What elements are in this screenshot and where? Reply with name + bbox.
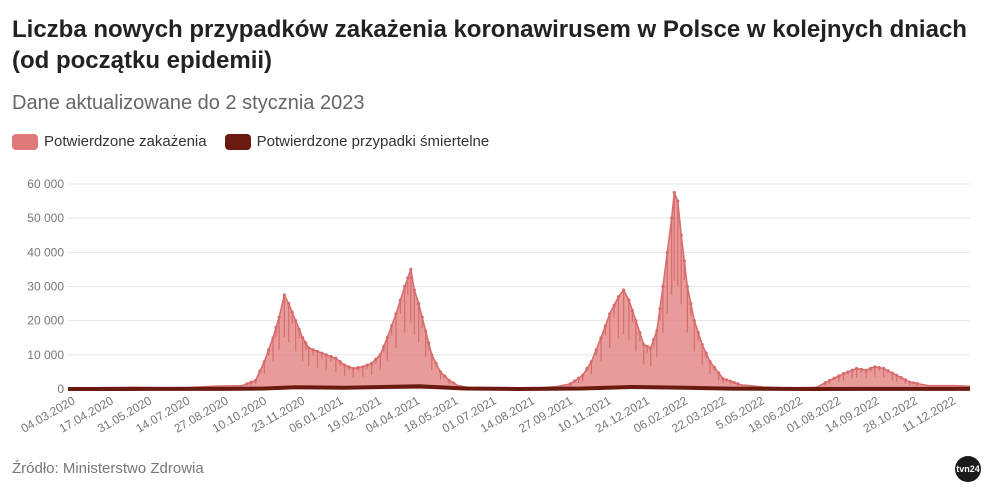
legend-item-deaths[interactable]: Potwierdzone przypadki śmiertelne — [224, 133, 490, 150]
y-tick-label: 40 000 — [27, 245, 64, 259]
deaths-line — [67, 384, 971, 391]
chart-title: Liczba nowych przypadków zakażenia koron… — [12, 16, 967, 74]
y-tick-label: 30 000 — [27, 280, 64, 294]
y-tick-label: 60 000 — [27, 177, 64, 191]
legend-swatch-deaths — [224, 133, 251, 150]
y-axis: 0 10 000 20 000 30 000 40 000 50 000 60 000 — [27, 177, 64, 396]
grid — [68, 183, 970, 390]
tvn24-logo: tvn24 — [955, 456, 981, 482]
chart-subtitle: Dane aktualizowane do 2 stycznia 2023 — [12, 92, 365, 114]
cases-area — [68, 192, 970, 389]
legend-label-deaths: Potwierdzone przypadki śmiertelne — [256, 133, 490, 150]
y-tick-label: 50 000 — [27, 211, 64, 225]
legend-label-cases: Potwierdzone zakażenia — [44, 133, 207, 150]
legend: Potwierdzone zakażenia Potwierdzone przy… — [12, 133, 507, 150]
legend-swatch-cases — [12, 133, 38, 150]
y-tick-label: 20 000 — [27, 314, 64, 328]
y-tick-label: 0 — [57, 382, 64, 396]
x-axis: 04.03.202017.04.202031.05.202014.07.2020… — [18, 393, 958, 435]
y-tick-label: 10 000 — [27, 348, 64, 362]
series-layer — [67, 190, 971, 391]
legend-item-cases[interactable]: Potwierdzone zakażenia — [12, 133, 207, 150]
cases-line — [67, 192, 971, 390]
chart-area: 0 10 000 20 000 30 000 40 000 50 000 60 000 04… — [18, 177, 971, 436]
source-note: Źródło: Ministerstwo Zdrowia — [12, 460, 204, 477]
